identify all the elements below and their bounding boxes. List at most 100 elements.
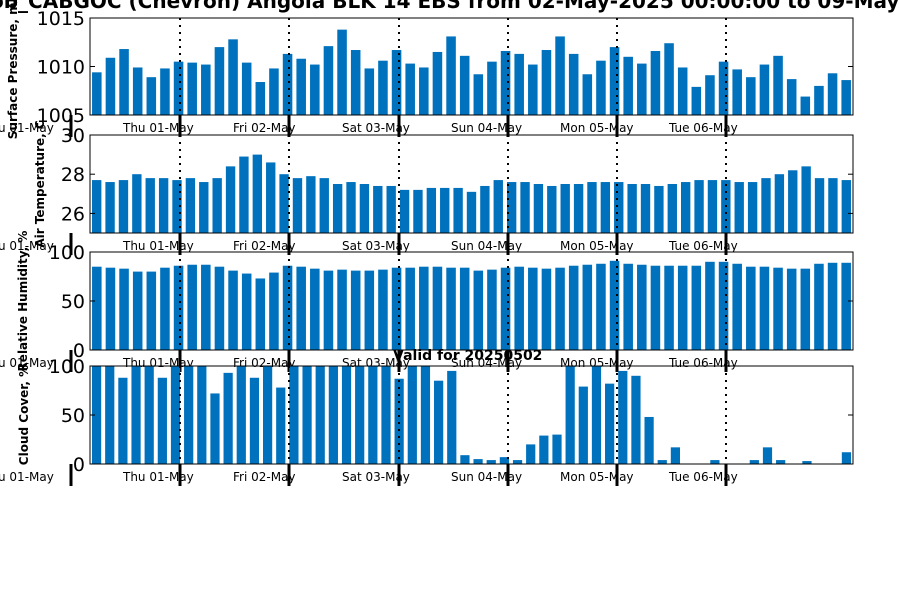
day-label: Sat 03-May (342, 239, 410, 253)
bar (170, 366, 181, 464)
bar (827, 73, 838, 115)
day-label: Sun 04-May (451, 470, 522, 484)
bar (146, 77, 157, 115)
bar (241, 62, 252, 115)
bar (394, 378, 404, 464)
bar (541, 50, 552, 116)
bar (210, 393, 220, 464)
bar (276, 387, 286, 464)
y-tick-label: 1015 (37, 8, 85, 30)
bar (413, 189, 423, 233)
bar (187, 264, 197, 350)
day-label: u 01-May (0, 239, 54, 253)
bar (432, 266, 443, 350)
bar (201, 264, 211, 350)
bar (487, 269, 497, 350)
bar (302, 366, 312, 464)
day-label: Fri 02-May (233, 470, 296, 484)
bar (172, 180, 182, 233)
bar (91, 366, 102, 464)
bar (841, 452, 852, 464)
bar (228, 270, 238, 350)
bar (582, 264, 593, 350)
bar (814, 85, 824, 115)
bar (92, 266, 102, 350)
bar (664, 43, 674, 115)
bar (368, 366, 378, 464)
day-label: u 01-May (0, 470, 54, 484)
bar (118, 180, 129, 233)
panel-1: 1005 1010 1015 u 01-May Thu 01-May Fri 02-May… (0, 0, 854, 139)
bar (520, 182, 530, 233)
bar (447, 370, 457, 464)
bar (677, 67, 688, 115)
bar (359, 184, 370, 233)
bar (746, 266, 756, 350)
bar (296, 266, 306, 350)
bar (786, 268, 797, 350)
day-label: Sun 04-May (451, 239, 522, 253)
bar (132, 67, 143, 115)
bar (459, 267, 470, 350)
bar (252, 154, 263, 233)
bar (486, 460, 496, 464)
bar (568, 53, 579, 115)
bar (640, 184, 651, 233)
bar (759, 64, 770, 115)
bar (555, 267, 565, 350)
bar (391, 50, 402, 116)
y-axis-label: Cloud Cover, % (17, 365, 31, 465)
bar (144, 366, 154, 464)
bar (605, 383, 615, 464)
bar (487, 61, 497, 115)
panels: 1005 1010 1015 u 01-May Thu 01-May Fri 02-May… (0, 0, 854, 486)
bar (637, 264, 647, 350)
bar (776, 460, 786, 464)
bar (644, 416, 654, 464)
bar (214, 266, 225, 350)
bar (555, 36, 565, 115)
bar (773, 267, 783, 350)
bar (160, 68, 170, 115)
bar (373, 185, 383, 233)
bar (434, 380, 444, 464)
plot-frame (89, 134, 854, 234)
y-tick-label: 28 (61, 164, 85, 186)
bar (614, 182, 624, 233)
bar (378, 60, 388, 115)
bar (670, 447, 681, 464)
bar (650, 265, 661, 350)
bar (386, 185, 396, 233)
bar (262, 366, 273, 464)
bar (420, 366, 431, 464)
bar (526, 444, 536, 464)
bar (596, 60, 606, 115)
bar (565, 366, 575, 464)
bar (552, 434, 562, 464)
bar (841, 80, 851, 115)
bar (350, 270, 361, 350)
day-label: Sat 03-May (342, 121, 410, 135)
bar (759, 266, 770, 350)
bar (587, 182, 597, 233)
bar (514, 53, 524, 115)
bar (761, 178, 771, 233)
bar (774, 174, 785, 233)
y-tick-label: 26 (61, 203, 85, 225)
bar (228, 39, 238, 116)
bar (609, 260, 620, 350)
bar (707, 180, 718, 233)
y-tick-label: 50 (61, 405, 85, 427)
bar (184, 366, 194, 464)
bar (814, 263, 824, 350)
bar (718, 61, 729, 115)
bar (609, 47, 620, 115)
bar (419, 67, 429, 115)
day-label: Mon 05-May (560, 121, 634, 135)
bar (289, 366, 299, 464)
bar (199, 182, 209, 233)
bar (637, 63, 647, 115)
bar (533, 184, 544, 233)
bar (239, 156, 249, 233)
